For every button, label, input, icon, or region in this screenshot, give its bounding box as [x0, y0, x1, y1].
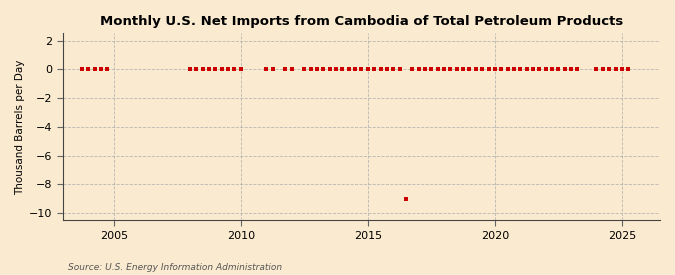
Point — [356, 67, 367, 72]
Point — [496, 67, 507, 72]
Point — [464, 67, 475, 72]
Point — [452, 67, 462, 72]
Point — [489, 67, 500, 72]
Point — [394, 67, 405, 72]
Point — [597, 67, 608, 72]
Point — [223, 67, 234, 72]
Point — [477, 67, 487, 72]
Point — [229, 67, 240, 72]
Title: Monthly U.S. Net Imports from Cambodia of Total Petroleum Products: Monthly U.S. Net Imports from Cambodia o… — [100, 15, 623, 28]
Point — [502, 67, 513, 72]
Point — [566, 67, 576, 72]
Point — [528, 67, 539, 72]
Point — [89, 67, 100, 72]
Point — [407, 67, 418, 72]
Point — [439, 67, 450, 72]
Point — [540, 67, 551, 72]
Point — [458, 67, 468, 72]
Point — [426, 67, 437, 72]
Point — [350, 67, 360, 72]
Point — [521, 67, 532, 72]
Point — [369, 67, 379, 72]
Point — [191, 67, 202, 72]
Point — [96, 67, 107, 72]
Point — [210, 67, 221, 72]
Point — [445, 67, 456, 72]
Point — [381, 67, 392, 72]
Point — [217, 67, 227, 72]
Point — [553, 67, 564, 72]
Point — [197, 67, 208, 72]
Point — [305, 67, 316, 72]
Point — [344, 67, 354, 72]
Point — [534, 67, 545, 72]
Point — [400, 197, 411, 201]
Point — [331, 67, 342, 72]
Point — [515, 67, 526, 72]
Point — [362, 67, 373, 72]
Point — [604, 67, 615, 72]
Point — [591, 67, 602, 72]
Point — [236, 67, 246, 72]
Point — [388, 67, 399, 72]
Point — [204, 67, 215, 72]
Point — [470, 67, 481, 72]
Point — [432, 67, 443, 72]
Point — [420, 67, 431, 72]
Point — [508, 67, 519, 72]
Point — [312, 67, 323, 72]
Point — [267, 67, 278, 72]
Point — [623, 67, 634, 72]
Point — [102, 67, 113, 72]
Point — [337, 67, 348, 72]
Point — [572, 67, 583, 72]
Text: Source: U.S. Energy Information Administration: Source: U.S. Energy Information Administ… — [68, 263, 281, 272]
Point — [318, 67, 329, 72]
Point — [616, 67, 627, 72]
Point — [560, 67, 570, 72]
Point — [77, 67, 88, 72]
Point — [184, 67, 195, 72]
Point — [286, 67, 297, 72]
Point — [280, 67, 291, 72]
Point — [324, 67, 335, 72]
Point — [483, 67, 494, 72]
Point — [547, 67, 558, 72]
Point — [83, 67, 94, 72]
Point — [261, 67, 271, 72]
Point — [413, 67, 424, 72]
Y-axis label: Thousand Barrels per Day: Thousand Barrels per Day — [15, 59, 25, 194]
Point — [299, 67, 310, 72]
Point — [610, 67, 621, 72]
Point — [375, 67, 386, 72]
